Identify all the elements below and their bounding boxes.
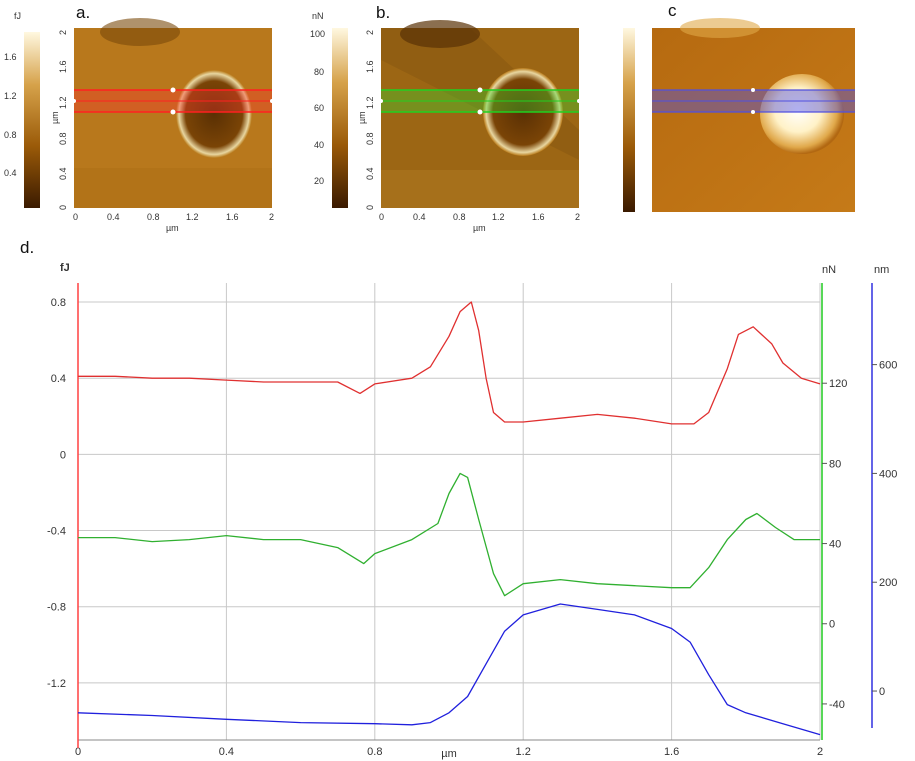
svg-text:1.6: 1.6 [226, 212, 239, 222]
svg-text:0.8: 0.8 [365, 132, 375, 145]
panel-b-marker[interactable] [379, 99, 383, 103]
panel-b-colorbar [332, 28, 348, 208]
right2-tick-label: 200 [879, 577, 897, 589]
panel-c-letter: c [668, 1, 677, 20]
right1-tick-label: 80 [829, 458, 841, 470]
svg-text:0.8: 0.8 [453, 212, 466, 222]
right1-tick-label: 120 [829, 378, 847, 390]
panel-a-letter: a. [76, 3, 90, 22]
panel-b-cbar-tick: 100 [310, 29, 325, 39]
x-tick-label: 0.4 [219, 746, 234, 758]
panel-b-marker[interactable] [577, 99, 581, 103]
panel-a-marker[interactable] [170, 87, 176, 93]
profile-chart: 0 0.4 0.8 1.2 1.6 2 µm fJ 0.8 0.4 0 -0.4 -0.8 -1.2 nN 1… [47, 262, 897, 760]
panel-b-cbar-tick: 20 [314, 176, 324, 186]
panel-b: b. nN 100 80 60 40 20 0 0.4 0.8 1.2 1.6 … [310, 3, 581, 233]
panel-a-x-ticks: 0 0.4 0.8 1.2 1.6 2 µm [73, 212, 274, 233]
svg-text:0: 0 [73, 212, 78, 222]
left-tick-label: -0.4 [47, 526, 66, 538]
svg-text:0.4: 0.4 [413, 212, 426, 222]
panel-a-pore [176, 70, 252, 158]
x-tick-label: 0 [75, 746, 81, 758]
right2-axis-unit: nm [874, 264, 889, 276]
right2-tick-label: 400 [879, 468, 897, 480]
left-tick-label: -1.2 [47, 678, 66, 690]
panel-a-colorbar [24, 32, 40, 208]
panel-c: c [623, 1, 855, 212]
right2-tick-label: 0 [879, 686, 885, 698]
panel-c-marker[interactable] [751, 110, 755, 114]
left-tick-label: 0.4 [51, 373, 66, 385]
panel-b-y-ticks: 0 0.4 0.8 1.2 1.6 2 µm [357, 30, 375, 210]
x-tick-label: 0.8 [367, 746, 382, 758]
left-tick-label: 0 [60, 449, 66, 461]
panel-a-cbar-tick: 1.2 [4, 91, 17, 101]
svg-text:2: 2 [575, 212, 580, 222]
panel-a-x-label: µm [166, 223, 179, 233]
svg-text:1.2: 1.2 [365, 96, 375, 109]
panel-b-letter: b. [376, 3, 390, 22]
panel-a-marker[interactable] [270, 99, 274, 103]
right1-tick-label: 0 [829, 619, 835, 631]
x-tick-label: 1.6 [664, 746, 679, 758]
right1-tick-label: -40 [829, 699, 845, 711]
series-line-left [78, 301, 821, 425]
right1-tick-label: 40 [829, 539, 841, 551]
svg-text:0.4: 0.4 [365, 167, 375, 180]
panel-a-cbar-tick: 0.8 [4, 130, 17, 140]
panel-b-cbar-tick: 80 [314, 67, 324, 77]
svg-text:0: 0 [365, 205, 375, 210]
panel-c-bump [760, 74, 844, 154]
svg-text:1.2: 1.2 [492, 212, 505, 222]
panel-a-y-ticks: 0 0.4 0.8 1.2 1.6 2 µm [50, 30, 68, 210]
svg-text:2: 2 [365, 30, 375, 35]
svg-text:1.2: 1.2 [186, 212, 199, 222]
panel-b-y-label: µm [357, 111, 367, 124]
panel-b-cbar-tick: 40 [314, 140, 324, 150]
left-tick-label: -0.8 [47, 602, 66, 614]
panel-a-marker[interactable] [170, 109, 176, 115]
panel-a: a. fJ 1.6 1.2 0.8 0.4 0 0.4 0.8 1.2 1.6 … [4, 3, 274, 233]
panel-a-cbar-tick: 1.6 [4, 52, 17, 62]
panel-a-y-label: µm [50, 111, 60, 124]
svg-text:2: 2 [58, 30, 68, 35]
svg-text:1.6: 1.6 [532, 212, 545, 222]
series-line-right2 [77, 603, 821, 736]
x-axis-label: µm [441, 748, 457, 760]
svg-text:0.4: 0.4 [58, 167, 68, 180]
svg-text:0: 0 [379, 212, 384, 222]
svg-text:0: 0 [58, 205, 68, 210]
x-tick-label: 1.2 [516, 746, 531, 758]
panel-d-letter: d. [20, 238, 34, 257]
left-axis-unit: fJ [60, 262, 70, 274]
svg-text:1.2: 1.2 [58, 96, 68, 109]
panel-a-cbar-tick: 0.4 [4, 168, 17, 178]
panel-b-colorbar-unit: nN [312, 11, 324, 21]
svg-text:0.8: 0.8 [58, 132, 68, 145]
svg-text:0.4: 0.4 [107, 212, 120, 222]
panel-d: d. 0 0.4 0.8 1.2 1.6 2 µm fJ 0.8 0.4 0 -0.4 -0.8 -1.2… [20, 238, 897, 760]
panel-c-marker[interactable] [751, 88, 755, 92]
svg-text:2: 2 [269, 212, 274, 222]
panel-c-colorbar [623, 28, 635, 212]
panel-b-cbar-tick: 60 [314, 103, 324, 113]
right2-tick-label: 600 [879, 360, 897, 372]
x-tick-label: 2 [817, 746, 823, 758]
panel-b-marker[interactable] [477, 87, 483, 93]
left-tick-label: 0.8 [51, 297, 66, 309]
right1-axis-unit: nN [822, 264, 836, 276]
panel-b-x-ticks: 0 0.4 0.8 1.2 1.6 2 µm [379, 212, 580, 233]
panel-a-marker[interactable] [72, 99, 76, 103]
panel-b-marker[interactable] [477, 109, 483, 115]
svg-text:1.6: 1.6 [365, 60, 375, 73]
svg-text:0.8: 0.8 [147, 212, 160, 222]
svg-text:1.6: 1.6 [58, 60, 68, 73]
panel-a-colorbar-unit: fJ [14, 11, 21, 21]
series-line-right1 [78, 472, 820, 597]
panel-b-x-label: µm [473, 223, 486, 233]
